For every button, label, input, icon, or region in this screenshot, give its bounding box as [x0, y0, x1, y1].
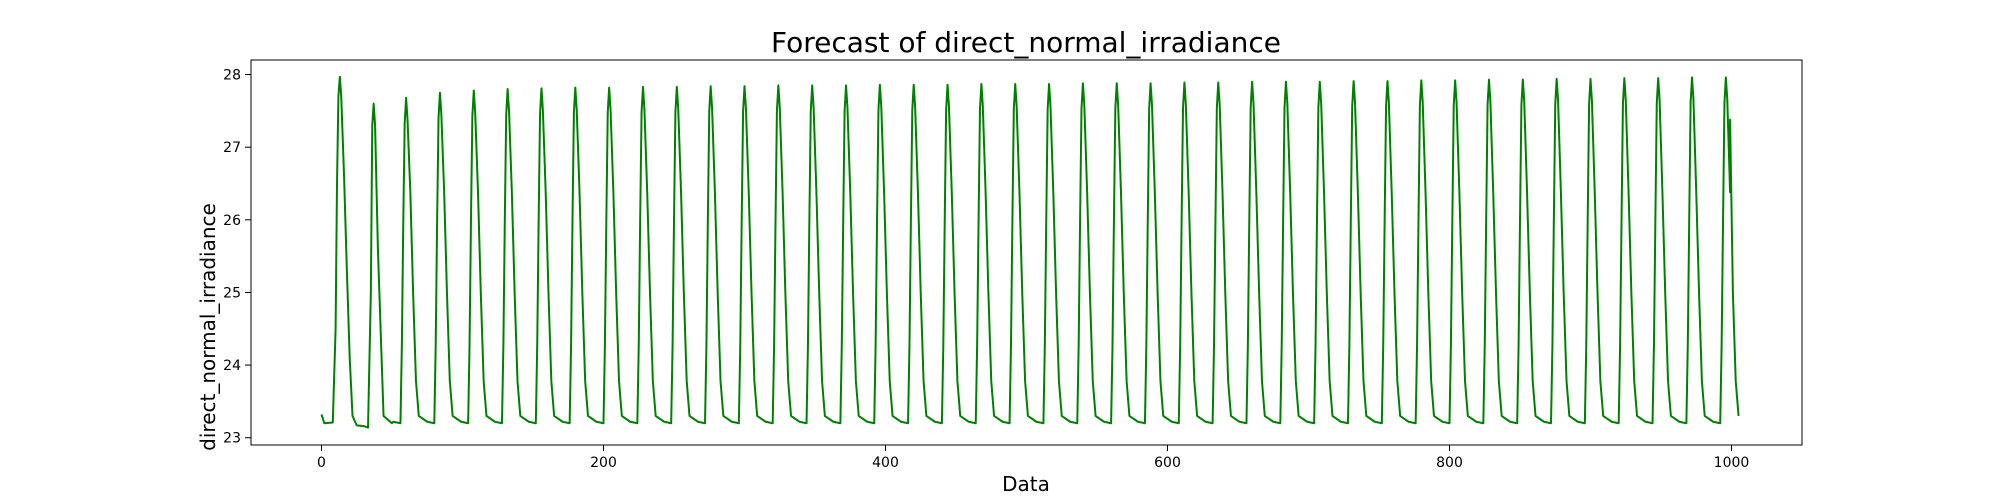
x-tick-label: 0 [317, 455, 326, 471]
y-tick-label: 27 [223, 140, 241, 156]
y-tick-label: 24 [223, 358, 241, 374]
x-tick-label: 400 [872, 455, 899, 471]
x-tick-label: 1000 [1714, 455, 1750, 471]
y-tick-label: 23 [223, 431, 241, 447]
x-axis-label: Data [1002, 472, 1050, 496]
y-axis-label: direct_normal_irradiance [196, 203, 220, 451]
plot-area: 0 200 400 600 800 1000 23 24 25 26 27 28 [223, 59, 1803, 471]
plot-frame [250, 59, 1803, 446]
chart-title: Forecast of direct_normal_irradiance [771, 26, 1281, 59]
y-tick-label: 26 [223, 213, 241, 229]
x-tick-label: 800 [1436, 455, 1463, 471]
x-tick-label: 200 [590, 455, 617, 471]
series-line [320, 75, 1740, 429]
y-tick-label: 25 [223, 285, 241, 301]
x-tick-label: 600 [1154, 455, 1181, 471]
y-tick-label: 28 [223, 68, 241, 84]
